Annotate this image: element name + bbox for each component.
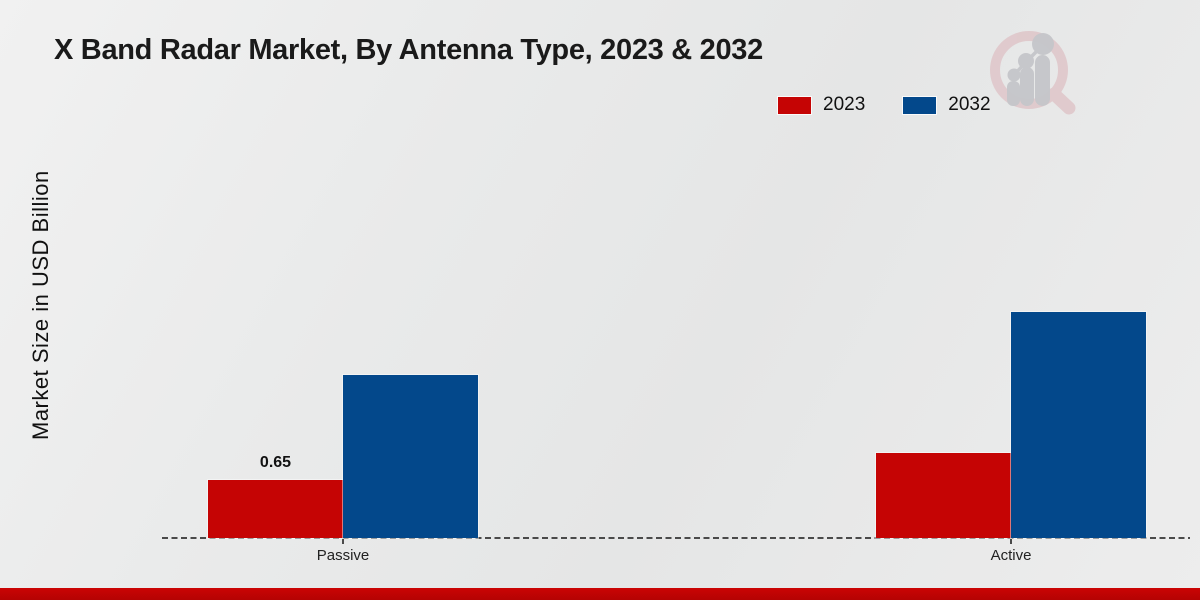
bar-passive-2032 (343, 375, 478, 538)
mrfr-logo-watermark (990, 31, 1076, 115)
bar-growth-glyph-icon (1007, 33, 1054, 106)
chart-title: X Band Radar Market, By Antenna Type, 20… (54, 34, 763, 66)
x-axis-line (162, 537, 1190, 539)
legend-label: 2032 (948, 94, 991, 115)
bottom-accent-bar (0, 588, 1200, 600)
x-axis-tick (342, 539, 344, 544)
bar-value-label: 0.65 (259, 454, 292, 471)
legend-item-2023: 2023 (778, 94, 865, 116)
legend-label: 2023 (823, 94, 866, 115)
x-axis-tick (1010, 539, 1012, 544)
bar-passive-2023: 0.65 (208, 454, 343, 538)
x-axis-category-label: Active (990, 547, 1032, 564)
x-axis-category-label: Passive (316, 547, 370, 564)
bar-active-2023 (876, 453, 1011, 538)
legend-item-2032: 2032 (903, 94, 991, 116)
legend: 2023 2032 (778, 94, 991, 116)
bar-active-2032 (1011, 312, 1146, 538)
legend-swatch-2023 (778, 96, 811, 114)
legend-swatch-2032 (903, 96, 937, 114)
